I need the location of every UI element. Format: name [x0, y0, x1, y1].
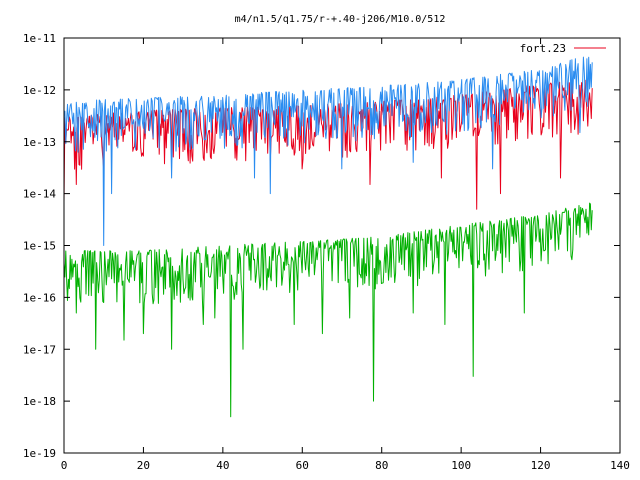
- y-tick-label: 1e-11: [23, 32, 56, 45]
- y-tick-label: 1e-15: [23, 240, 56, 253]
- x-tick-label: 0: [61, 459, 68, 472]
- x-tick-label: 20: [137, 459, 150, 472]
- x-tick-label: 120: [531, 459, 551, 472]
- y-tick-label: 1e-14: [23, 188, 56, 201]
- ticks-layer: 0 20 40 60 80 100 120 140 1e-19 1e-18 1e-17 1e-16 1e…: [23, 32, 630, 472]
- y-tick-label: 1e-17: [23, 343, 56, 356]
- x-tick-label: 40: [216, 459, 229, 472]
- x-tick-label: 140: [610, 459, 630, 472]
- y-tick-label: 1e-19: [23, 447, 56, 460]
- x-tick-label: 80: [375, 459, 388, 472]
- legend: fort.23: [520, 42, 606, 55]
- series-line: [63, 56, 593, 246]
- y-tick-label: 1e-13: [23, 136, 56, 149]
- x-tick-label: 60: [296, 459, 309, 472]
- series-line: [63, 202, 593, 418]
- chart-title: m4/n1.5/q1.75/r-+.40-j206/M10.0/512: [235, 14, 446, 25]
- series-layer: [63, 56, 593, 418]
- legend-label: fort.23: [520, 42, 566, 55]
- y-tick-label: 1e-18: [23, 395, 56, 408]
- y-tick-label: 1e-12: [23, 84, 56, 97]
- y-tick-label: 1e-16: [23, 291, 56, 304]
- x-tick-label: 100: [451, 459, 471, 472]
